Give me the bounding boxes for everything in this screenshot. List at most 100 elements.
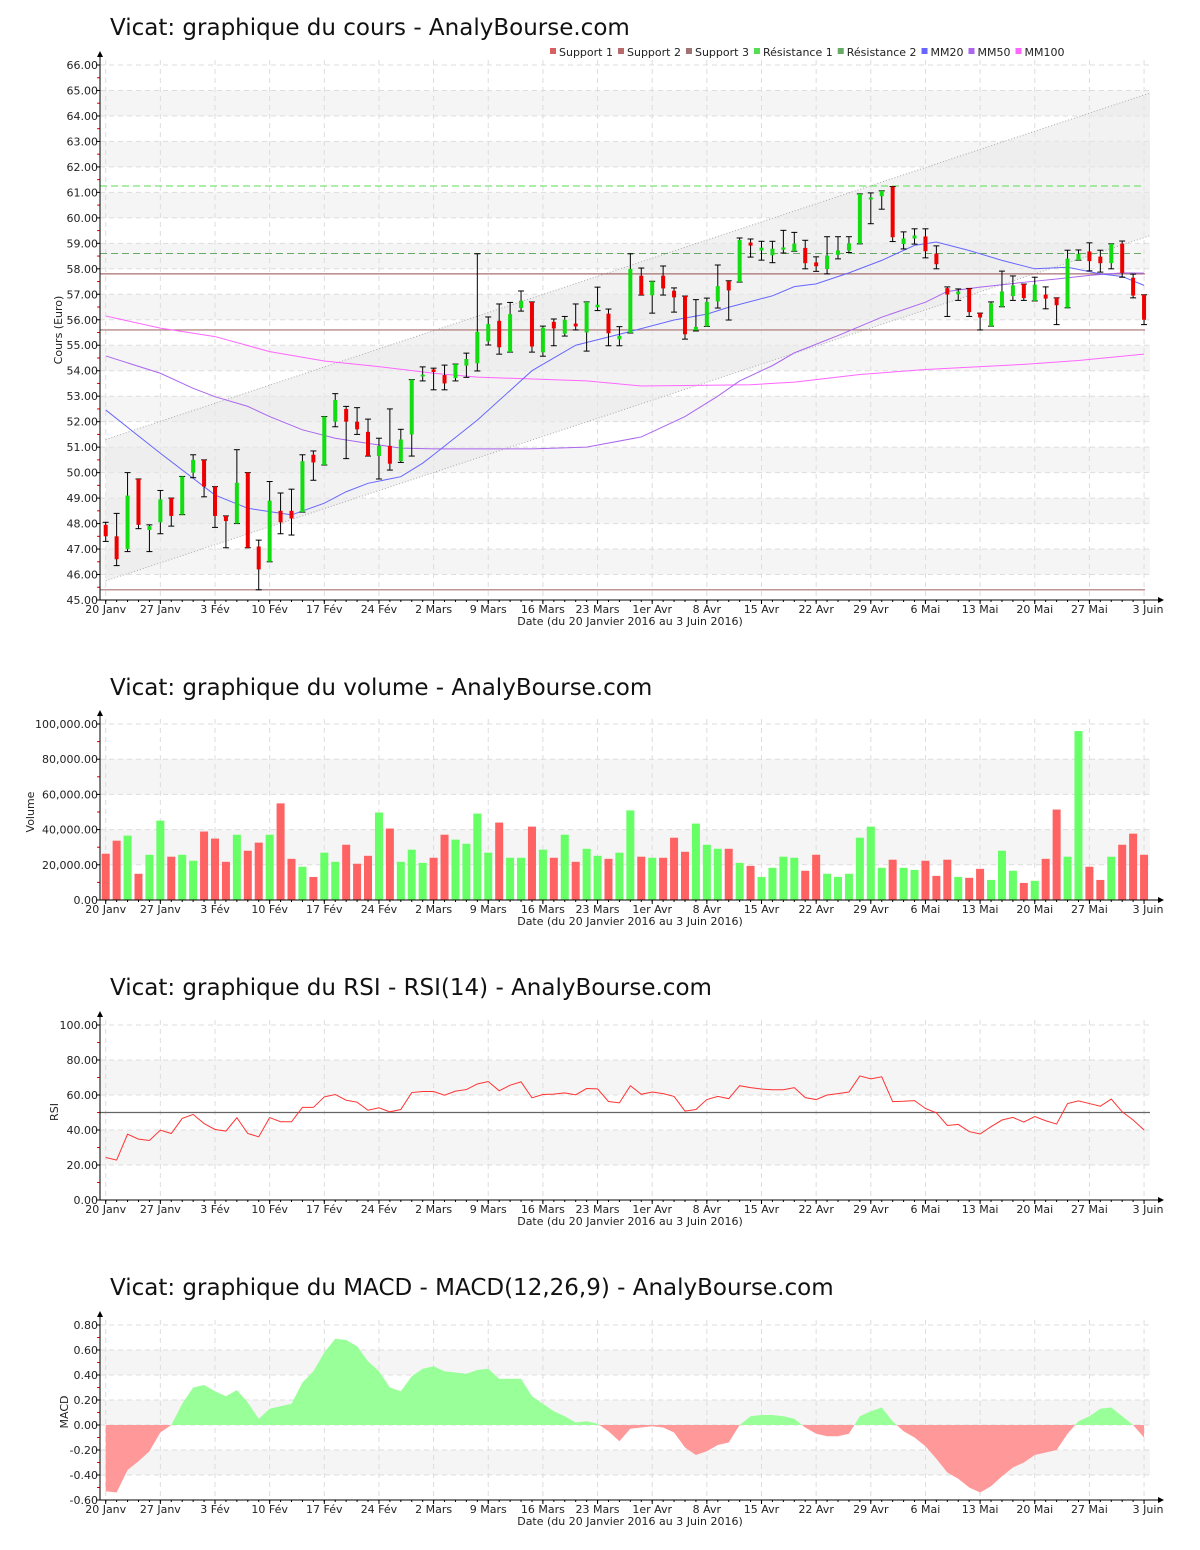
candle (714, 264, 721, 309)
x-tick-label: 23 Mars (576, 1503, 620, 1516)
candle-body (355, 421, 360, 430)
legend-label: Résistance 1 (763, 46, 833, 59)
x-tick-label: 20 Janv (85, 1503, 126, 1516)
y-tick-label: 0.00 (74, 894, 99, 907)
candle-body (1010, 285, 1015, 297)
candle (845, 236, 852, 254)
candle-body (1032, 284, 1037, 301)
volume-bar (353, 863, 362, 900)
legend-label: Support 3 (695, 46, 749, 59)
y-tick-label: 40.00 (67, 1124, 99, 1137)
volume-bar (200, 831, 209, 900)
x-tick-label: 3 Juin (1133, 1203, 1164, 1216)
candle-body (1109, 243, 1114, 264)
y-tick-label: 63.00 (67, 135, 99, 148)
candle-body (453, 364, 458, 379)
volume-bar (156, 820, 165, 900)
candle-body (245, 472, 250, 548)
candle-body (759, 247, 764, 251)
y-tick-label: 20,000.00 (42, 859, 98, 872)
x-tick-label: 10 Fév (251, 1503, 288, 1516)
volume-bar (1019, 882, 1028, 900)
y-tick-label: 46.00 (67, 569, 99, 582)
candle (299, 454, 306, 513)
candle-body (857, 193, 862, 244)
candle (703, 297, 710, 327)
candle (507, 301, 514, 353)
volume-bar (484, 852, 493, 900)
candle-body (956, 291, 961, 295)
background-band (100, 90, 1150, 116)
x-tick-label: 22 Avr (798, 1203, 834, 1216)
background-band (100, 1130, 1150, 1165)
candle (539, 325, 546, 357)
candle (867, 192, 874, 225)
volume-bar (637, 856, 646, 900)
candle-body (322, 416, 327, 465)
candle (550, 318, 557, 347)
x-tick-label: 13 Mai (962, 903, 999, 916)
background-band (100, 549, 1150, 575)
candle (332, 393, 339, 428)
y-tick-label: 60.00 (67, 1089, 99, 1102)
volume-bar (101, 853, 110, 900)
volume-bar (987, 879, 996, 900)
candle (791, 231, 798, 252)
volume-bar (746, 865, 755, 900)
y-axis-arrow (97, 710, 103, 716)
y-tick-label: 60,000.00 (42, 788, 98, 801)
volume-bar (659, 857, 668, 900)
volume-bar (538, 849, 547, 900)
x-tick-label: 27 Janv (140, 603, 181, 616)
candle-body (147, 526, 152, 530)
candle (485, 316, 492, 346)
x-tick-label: 15 Avr (744, 603, 780, 616)
candle (681, 295, 688, 340)
volume-bar (243, 850, 252, 900)
candle (397, 428, 404, 463)
candle-body (672, 290, 677, 298)
macd-positive-area (105, 1338, 1145, 1425)
volume-bar (396, 861, 405, 900)
legend-label: Résistance 2 (847, 46, 917, 59)
volume-bar (232, 834, 241, 900)
background-band (100, 1060, 1150, 1095)
candle (266, 481, 273, 563)
candle (835, 236, 842, 260)
candle-body (879, 190, 884, 197)
volume-bar (473, 813, 482, 900)
candle-body (529, 301, 534, 347)
x-tick-label: 2 Mars (415, 1203, 452, 1216)
candle (179, 475, 186, 516)
y-tick-label: 0.40 (74, 1369, 99, 1382)
candle (605, 308, 612, 347)
candle (758, 240, 765, 261)
candle (671, 287, 678, 313)
candle (1064, 249, 1071, 309)
chart-price: Vicat: graphique du cours - AnalyBourse.… (52, 15, 1164, 628)
x-tick-label: 22 Avr (798, 1503, 834, 1516)
candle-body (551, 321, 556, 329)
x-tick-label: 27 Mai (1071, 1503, 1108, 1516)
x-tick-label: 20 Janv (85, 1203, 126, 1216)
x-tick-label: 27 Mai (1071, 1203, 1108, 1216)
legend-swatch (753, 48, 760, 54)
candle-body (978, 313, 983, 318)
x-tick-label: 17 Fév (306, 1203, 343, 1216)
candle-body (737, 240, 742, 283)
legend-item: MM100 (1015, 46, 1064, 59)
x-tick-label: 8 Avr (693, 603, 722, 616)
volume-bar (910, 869, 919, 900)
candle-body (366, 431, 371, 457)
candle-body (125, 495, 130, 550)
volume-bar (221, 861, 230, 900)
x-tick-label: 9 Mars (470, 1503, 507, 1516)
x-axis-label: Date (du 20 Janvier 2016 au 3 Juin 2016) (517, 1515, 743, 1528)
chart-macd: Vicat: graphique du MACD - MACD(12,26,9)… (58, 1275, 1164, 1528)
candle-body (595, 304, 600, 308)
x-tick-label: 27 Janv (140, 1503, 181, 1516)
y-tick-label: 61.00 (67, 186, 99, 199)
volume-bar (691, 823, 700, 900)
y-tick-label: 0.00 (74, 1419, 99, 1432)
x-tick-label: 9 Mars (470, 603, 507, 616)
